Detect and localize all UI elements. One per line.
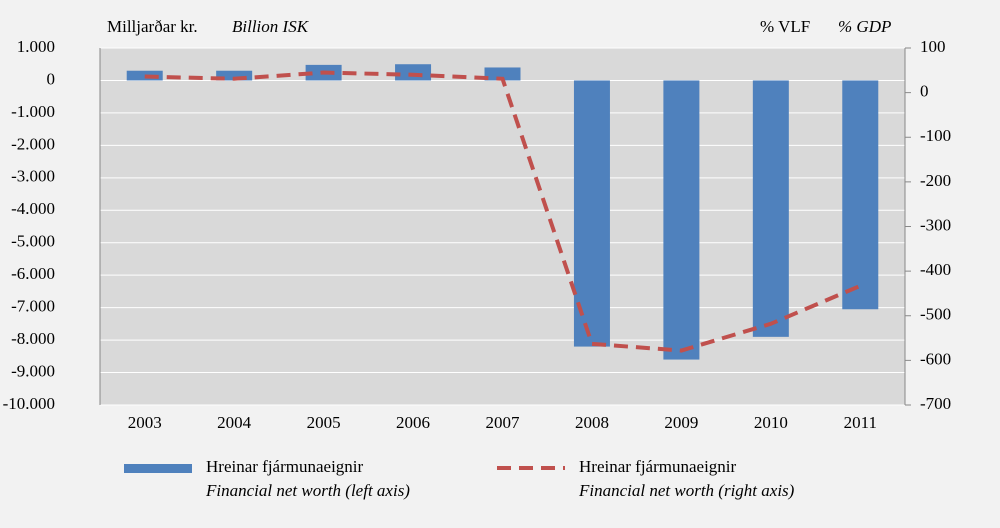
- y2-tick-label: -400: [920, 260, 951, 279]
- x-tick-label: 2008: [575, 413, 609, 432]
- y2-tick-label: -200: [920, 171, 951, 190]
- y2-tick-label: -300: [920, 215, 951, 234]
- bar: [126, 70, 163, 81]
- x-tick-label: 2007: [486, 413, 521, 432]
- x-tick-label: 2006: [396, 413, 430, 432]
- legend-label-en: Financial net worth (left axis): [205, 481, 410, 500]
- y2-tick-label: -600: [920, 349, 951, 368]
- bar: [842, 80, 879, 310]
- legend-label: Hreinar fjármunaeignir: [206, 457, 364, 476]
- bar: [216, 70, 253, 81]
- y-tick-label: -7.000: [11, 297, 55, 316]
- bar: [752, 80, 789, 337]
- y-tick-label: 0: [47, 69, 56, 88]
- x-tick-label: 2009: [664, 413, 698, 432]
- x-tick-label: 2003: [128, 413, 162, 432]
- y2-tick-label: 100: [920, 37, 946, 56]
- y2-tick-label: 0: [920, 82, 929, 101]
- y-tick-label: -3.000: [11, 167, 55, 186]
- y-tick-label: -6.000: [11, 264, 55, 283]
- y-tick-label: -1.000: [11, 102, 55, 121]
- y2-tick-label: -700: [920, 394, 951, 413]
- y-axis-label-en: Billion ISK: [232, 17, 310, 36]
- bar: [395, 64, 432, 81]
- legend-label-en: Financial net worth (right axis): [578, 481, 795, 500]
- bar: [663, 80, 700, 360]
- y-axis-label: Milljarðar kr.: [107, 17, 198, 36]
- y2-tick-label: -100: [920, 126, 951, 145]
- y-tick-label: -9.000: [11, 361, 55, 380]
- y-tick-label: -10.000: [3, 394, 55, 413]
- x-tick-label: 2005: [307, 413, 341, 432]
- y-tick-label: -5.000: [11, 232, 55, 251]
- legend-label: Hreinar fjármunaeignir: [579, 457, 737, 476]
- y2-axis-label-en: % GDP: [838, 17, 891, 36]
- x-tick-label: 2004: [217, 413, 252, 432]
- y-tick-label: -8.000: [11, 329, 55, 348]
- bar: [484, 67, 521, 81]
- y2-axis-label: % VLF: [760, 17, 810, 36]
- line: [144, 70, 862, 353]
- legend-swatch: [124, 464, 192, 473]
- y2-tick-label: -500: [920, 305, 951, 324]
- y-tick-label: -4.000: [11, 199, 55, 218]
- x-tick-label: 2010: [754, 413, 788, 432]
- x-tick-label: 2011: [844, 413, 877, 432]
- y-tick-label: -2.000: [11, 134, 55, 153]
- y-tick-label: 1.000: [17, 37, 55, 56]
